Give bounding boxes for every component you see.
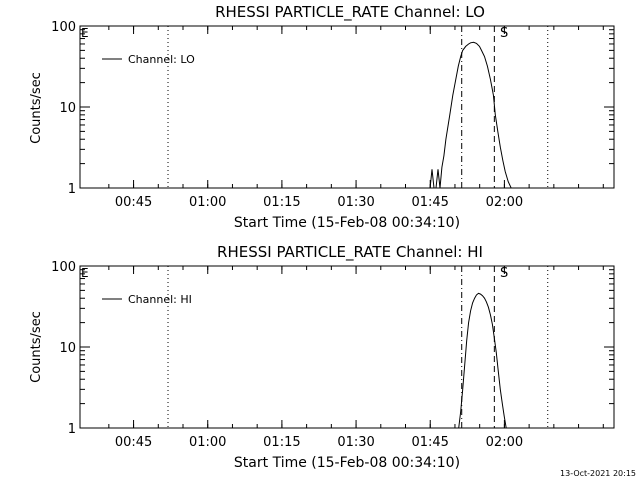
legend-label: Channel: HI [128,293,192,306]
x-tick-label: 01:15 [263,195,300,210]
y-tick-label: 100 [51,20,76,35]
x-tick-layer: 00:45 01:00 01:15 01:30 01:45 02:00 [108,26,604,210]
y-axis-label: Counts/sec [29,311,44,383]
series-line [429,41,512,188]
y-tick-label: 100 [51,260,76,275]
x-tick-label: 01:30 [337,435,374,450]
mark-layer [167,266,549,428]
x-tick-label: 01:00 [189,195,226,210]
y-axis-label: Counts/sec [29,72,44,144]
y-tick-label: 1 [68,422,76,437]
y-tick-label: 10 [59,341,76,356]
legend-label: Channel: LO [128,53,195,66]
x-axis-label: Start Time (15-Feb-08 00:34:10) [234,215,460,231]
x-tick-label: 00:45 [115,195,152,210]
x-tick-label: 01:30 [337,195,374,210]
x-tick-label: 01:00 [189,435,226,450]
x-axis-label: Start Time (15-Feb-08 00:34:10) [234,455,460,471]
x-tick-label: 01:15 [263,435,300,450]
chart-title: RHESSI PARTICLE_RATE Channel: LO [215,3,485,22]
flare-marker-label: S [500,266,508,281]
x-tick-label: 00:45 [115,435,152,450]
flare-marker-label: S [500,26,508,41]
plot-frame [79,265,615,429]
x-tick-label: 02:00 [486,195,523,210]
series-line [458,292,507,428]
mark-layer [167,26,549,188]
x-tick-label: 01:45 [411,195,448,210]
corner-label-e: E [81,266,89,280]
y-tick-layer: 1 10 100 [51,20,614,197]
plot-frame [79,25,615,189]
x-tick-label: 01:45 [411,435,448,450]
chart-panel-lo: RHESSI PARTICLE_RATE Channel: LO 00:45 01… [29,3,615,231]
y-tick-label: 10 [59,101,76,116]
x-tick-label: 02:00 [486,435,523,450]
footer-timestamp: 13-Oct-2021 20:15 [560,469,636,478]
y-tick-label: 1 [68,182,76,197]
x-tick-layer: 00:45 01:00 01:15 01:30 01:45 02:00 [108,266,604,450]
chart-panel-hi: RHESSI PARTICLE_RATE Channel: HI 00:45 01… [29,243,615,471]
chart-title: RHESSI PARTICLE_RATE Channel: HI [217,243,483,262]
corner-label-e: E [81,26,89,40]
y-tick-layer: 1 10 100 [51,260,614,437]
